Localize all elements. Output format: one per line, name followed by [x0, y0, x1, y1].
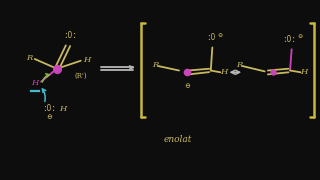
Text: :O:: :O:: [42, 104, 56, 113]
Text: H: H: [31, 79, 38, 87]
Text: (R'): (R'): [74, 72, 87, 80]
Text: enolat: enolat: [163, 135, 192, 144]
Text: :O:: :O:: [282, 35, 296, 44]
Text: H: H: [83, 56, 90, 64]
Text: R: R: [26, 54, 32, 62]
Text: ⊖: ⊖: [218, 33, 223, 38]
Text: H: H: [220, 68, 227, 76]
Text: :O:: :O:: [63, 31, 76, 40]
Text: :O: :O: [206, 33, 215, 42]
Text: ⊖: ⊖: [46, 113, 52, 122]
Text: R: R: [236, 61, 243, 69]
Text: ⊖: ⊖: [297, 34, 302, 39]
Text: R: R: [152, 61, 158, 69]
Text: ⊖: ⊖: [185, 82, 190, 90]
Text: H: H: [60, 105, 67, 113]
Text: H: H: [300, 68, 307, 76]
